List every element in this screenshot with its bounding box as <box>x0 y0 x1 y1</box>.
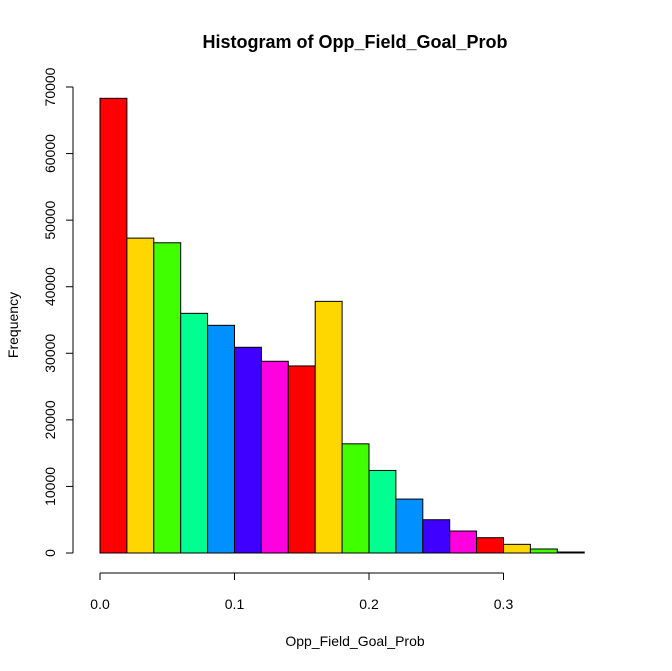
histogram-bar <box>368 469 397 554</box>
histogram-bar <box>180 312 209 554</box>
histogram-bar <box>449 530 478 554</box>
histogram-bar <box>422 519 451 554</box>
histogram-bar <box>207 324 236 554</box>
y-tick-label: 30000 <box>42 334 58 373</box>
histogram-bar <box>287 365 316 554</box>
y-tick-label: 20000 <box>42 400 58 439</box>
y-tick-label: 50000 <box>42 200 58 239</box>
histogram-bar <box>234 346 262 554</box>
histogram-bar <box>99 97 128 554</box>
histogram-bar <box>476 537 505 554</box>
histogram-bar <box>314 300 343 554</box>
y-axis-title: Frequency <box>5 292 21 358</box>
x-tick-label: 0.0 <box>90 596 110 612</box>
histogram-bar <box>529 548 558 554</box>
histogram-bar <box>260 360 289 554</box>
x-axis: 0.0 0.1 0.2 0.3 <box>90 572 514 612</box>
histogram-bar <box>153 242 182 554</box>
histogram-bar <box>341 443 370 554</box>
histogram-bar <box>503 543 531 554</box>
x-axis-title: Opp_Field_Goal_Prob <box>285 633 425 649</box>
chart-title: Histogram of Opp_Field_Goal_Prob <box>202 32 507 52</box>
histogram-bar <box>126 237 155 554</box>
y-axis: 0 10000 20000 30000 40000 50000 60000 70000 <box>42 67 74 557</box>
x-tick-label: 0.3 <box>494 596 514 612</box>
x-tick-label: 0.2 <box>359 596 379 612</box>
y-tick-label: 40000 <box>42 267 58 306</box>
y-tick-label: 70000 <box>42 67 58 106</box>
y-tick-label: 0 <box>42 549 58 557</box>
y-tick-label: 60000 <box>42 134 58 173</box>
bars-group <box>99 97 585 554</box>
x-tick-label: 0.1 <box>225 596 245 612</box>
histogram-bar <box>556 551 585 554</box>
y-tick-label: 10000 <box>42 467 58 506</box>
histogram-bar <box>395 498 424 554</box>
